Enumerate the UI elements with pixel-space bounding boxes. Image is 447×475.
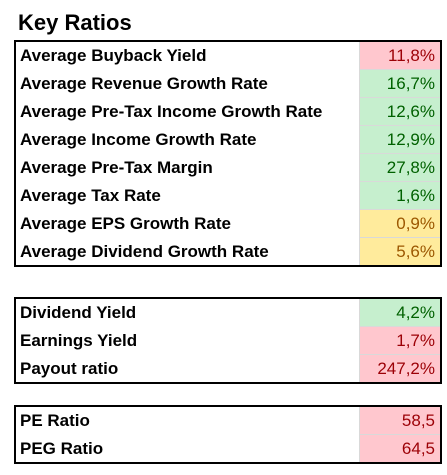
table-row: Payout ratio 247,2%	[14, 354, 442, 384]
ratio-label[interactable]: Average EPS Growth Rate	[14, 209, 359, 238]
ratio-table-yield: Dividend Yield 4,2% Earnings Yield 1,7% …	[14, 297, 442, 384]
ratio-value[interactable]: 12,6%	[358, 97, 442, 126]
ratio-label[interactable]: Payout ratio	[14, 354, 359, 384]
ratio-label[interactable]: PE Ratio	[14, 405, 359, 435]
table-row: Average EPS Growth Rate 0,9%	[14, 209, 442, 238]
ratio-value[interactable]: 16,7%	[358, 69, 442, 98]
ratio-value[interactable]: 27,8%	[358, 153, 442, 182]
ratio-value[interactable]: 1,7%	[358, 326, 442, 355]
ratio-value[interactable]: 4,2%	[358, 297, 442, 327]
table-row: Average Pre-Tax Margin 27,8%	[14, 153, 442, 182]
ratio-value[interactable]: 1,6%	[358, 181, 442, 210]
ratio-value[interactable]: 247,2%	[358, 354, 442, 384]
table-row: PE Ratio 58,5	[14, 405, 442, 435]
ratio-label[interactable]: Average Pre-Tax Margin	[14, 153, 359, 182]
table-row: Average Buyback Yield 11,8%	[14, 40, 442, 70]
ratio-value[interactable]: 5,6%	[358, 237, 442, 267]
ratio-label[interactable]: Average Buyback Yield	[14, 40, 359, 70]
table-row: Earnings Yield 1,7%	[14, 326, 442, 355]
ratio-table-valuation: PE Ratio 58,5 PEG Ratio 64,5	[14, 405, 442, 464]
ratio-label[interactable]: Dividend Yield	[14, 297, 359, 327]
table-row: Dividend Yield 4,2%	[14, 297, 442, 327]
ratio-value[interactable]: 64,5	[358, 434, 442, 464]
ratio-value[interactable]: 11,8%	[358, 40, 442, 70]
table-row: Average Tax Rate 1,6%	[14, 181, 442, 210]
ratio-label[interactable]: Average Income Growth Rate	[14, 125, 359, 154]
ratio-label[interactable]: Earnings Yield	[14, 326, 359, 355]
ratio-label[interactable]: Average Dividend Growth Rate	[14, 237, 359, 267]
page-title: Key Ratios	[18, 10, 132, 35]
table-row: Average Dividend Growth Rate 5,6%	[14, 237, 442, 267]
table-row: Average Income Growth Rate 12,9%	[14, 125, 442, 154]
ratio-label[interactable]: Average Revenue Growth Rate	[14, 69, 359, 98]
ratio-table-growth: Average Buyback Yield 11,8% Average Reve…	[14, 40, 442, 267]
ratio-label[interactable]: Average Pre-Tax Income Growth Rate	[14, 97, 359, 126]
ratio-value[interactable]: 58,5	[358, 405, 442, 435]
table-row: PEG Ratio 64,5	[14, 434, 442, 464]
ratio-label[interactable]: Average Tax Rate	[14, 181, 359, 210]
ratio-value[interactable]: 12,9%	[358, 125, 442, 154]
table-row: Average Revenue Growth Rate 16,7%	[14, 69, 442, 98]
ratio-label[interactable]: PEG Ratio	[14, 434, 359, 464]
ratio-value[interactable]: 0,9%	[358, 209, 442, 238]
table-row: Average Pre-Tax Income Growth Rate 12,6%	[14, 97, 442, 126]
